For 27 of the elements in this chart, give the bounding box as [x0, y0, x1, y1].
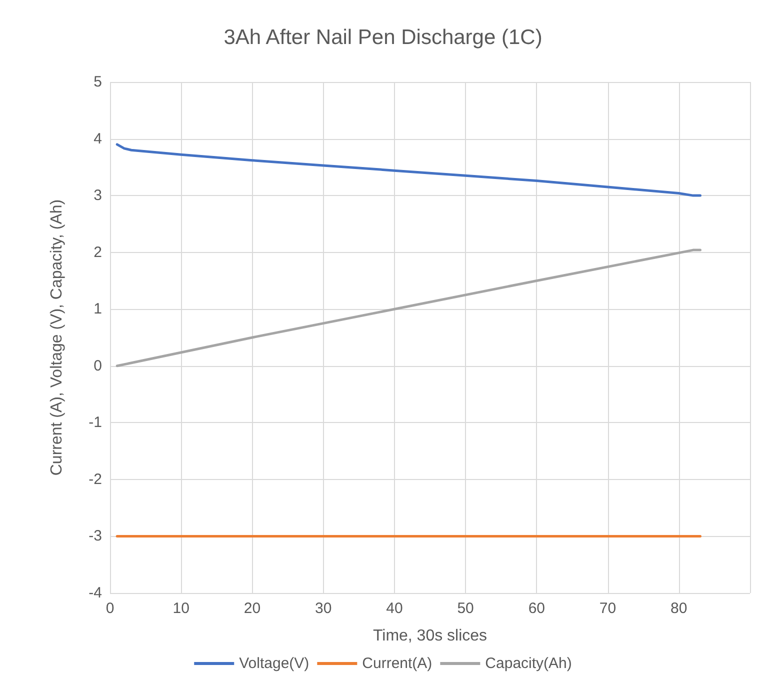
y-tick-label: -4 [88, 584, 102, 602]
y-tick-label: -2 [88, 470, 102, 488]
y-tick-label: 1 [94, 300, 102, 318]
y-tick-label: 3 [94, 187, 102, 204]
x-tick-label: 30 [314, 600, 332, 617]
x-tick-label: 0 [106, 600, 114, 617]
chart-title: 3Ah After Nail Pen Discharge (1C) [224, 26, 542, 49]
x-tick-label: 20 [244, 600, 261, 617]
y-tick-label: 4 [94, 130, 102, 148]
x-tick-label: 40 [386, 600, 403, 617]
y-tick-label: 5 [94, 74, 102, 90]
y-tick-label: 0 [94, 357, 102, 374]
legend-label: Capacity(Ah) [485, 655, 572, 672]
x-tick-label: 50 [457, 600, 474, 617]
y-tick-label: -1 [88, 414, 102, 432]
legend-label: Voltage(V) [239, 655, 310, 672]
x-tick-label: 10 [172, 600, 190, 617]
y-tick-label: 2 [94, 244, 102, 261]
x-tick-label: 70 [599, 600, 616, 617]
x-tick-label: 80 [670, 600, 688, 617]
line-series [116, 143, 702, 197]
legend-label: Current(A) [362, 655, 432, 672]
x-tick-label: 60 [528, 600, 546, 617]
line-series [116, 248, 702, 368]
x-axis-title: Time, 30s slices [372, 628, 488, 644]
y-axis-title: Current (A), Voltage (V), Capacity, (Ah) [48, 199, 66, 476]
y-tick-label: -3 [88, 528, 102, 545]
